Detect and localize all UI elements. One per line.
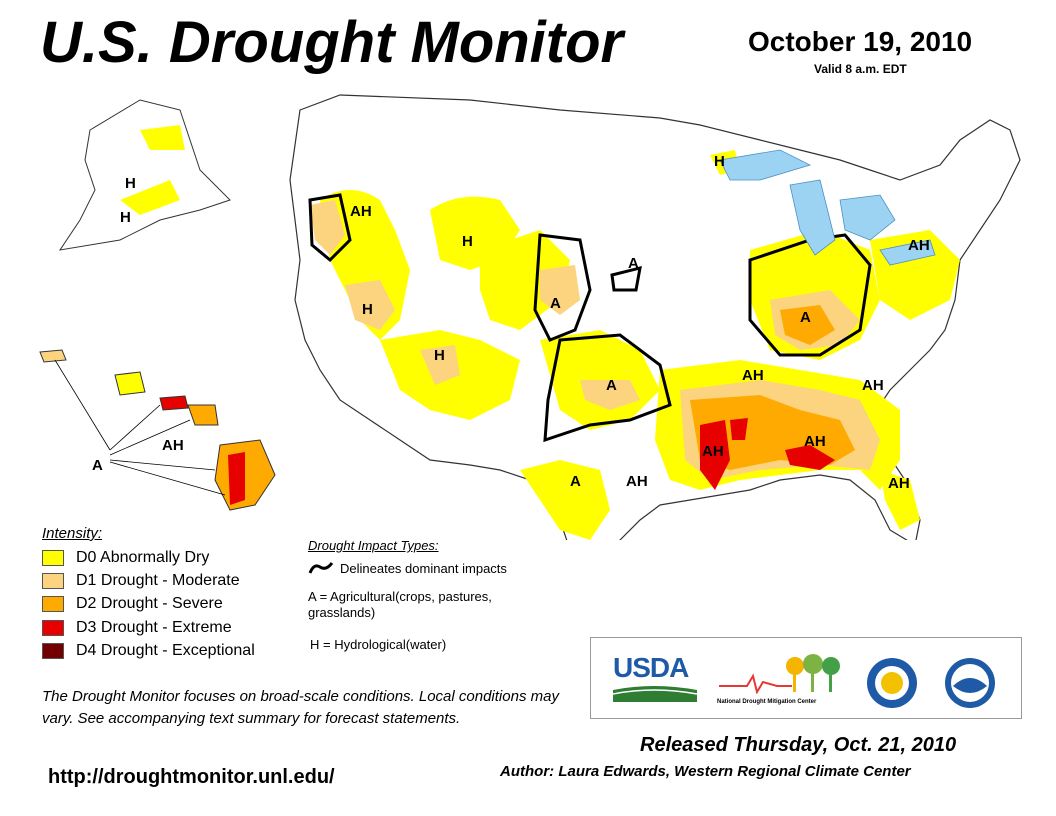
impact-label: A bbox=[570, 473, 581, 490]
impact-label: A bbox=[628, 255, 639, 272]
impact-label: A bbox=[92, 457, 103, 474]
impact-label: AH bbox=[804, 433, 826, 450]
impact-label: H bbox=[125, 175, 136, 192]
ndmc-logo: National Drought Mitigation Center bbox=[717, 648, 852, 705]
impact-agricultural: A = Agricultural(crops, pastures, grassl… bbox=[308, 589, 492, 620]
partner-logos: USDA National Drought Mitigation Center bbox=[590, 637, 1022, 719]
ndmc-trees-icon bbox=[719, 654, 840, 695]
legend-item-d0: D0 Abnormally Dry bbox=[42, 548, 209, 568]
d1-swatch bbox=[42, 573, 64, 589]
impact-label: H bbox=[434, 347, 445, 364]
legend-item-d3: D3 Drought - Extreme bbox=[42, 618, 232, 638]
impact-label: AH bbox=[742, 367, 764, 384]
usda-logo-text: USDA bbox=[613, 652, 689, 683]
alaska-d0 bbox=[140, 125, 185, 150]
hawaii-islands bbox=[39, 349, 276, 511]
legend-item-d4: D4 Drought - Exceptional bbox=[42, 641, 255, 661]
d3-swatch bbox=[42, 620, 64, 636]
impact-label: AH bbox=[862, 377, 884, 394]
ndmc-logo-text: National Drought Mitigation Center bbox=[717, 699, 817, 705]
valid-time: Valid 8 a.m. EDT bbox=[814, 62, 907, 76]
d0-swatch bbox=[42, 550, 64, 566]
impact-types-title: Drought Impact Types: bbox=[308, 538, 439, 553]
disclaimer-note: The Drought Monitor focuses on broad-sca… bbox=[42, 688, 559, 727]
impact-label: H bbox=[462, 233, 473, 250]
d2-swatch bbox=[42, 596, 64, 612]
impact-label: H bbox=[714, 153, 725, 170]
legend-item-d1: D1 Drought - Moderate bbox=[42, 571, 240, 591]
usda-fields-icon bbox=[612, 686, 698, 702]
impact-label: A bbox=[550, 295, 561, 312]
legend-label: D4 Drought - Exceptional bbox=[76, 642, 255, 659]
d3-areas bbox=[700, 418, 835, 490]
author: Author: Laura Edwards, Western Regional … bbox=[500, 763, 911, 780]
legend-item-d2: D2 Drought - Severe bbox=[42, 594, 223, 614]
impact-hydrological: H = Hydrological(water) bbox=[310, 637, 447, 652]
commerce-seal-icon bbox=[867, 658, 917, 708]
impact-delineates: Delineates dominant impacts bbox=[340, 561, 507, 576]
great-lakes bbox=[719, 149, 936, 266]
impact-label: AH bbox=[162, 437, 184, 454]
legend-title: Intensity: bbox=[42, 525, 103, 542]
website-url[interactable]: http://droughtmonitor.unl.edu/ bbox=[48, 766, 335, 788]
usda-logo: USDA bbox=[612, 652, 698, 707]
alaska-outline bbox=[58, 99, 231, 251]
impact-label: AH bbox=[888, 475, 910, 492]
impact-label: AH bbox=[626, 473, 648, 490]
legend-label: D2 Drought - Severe bbox=[76, 595, 223, 612]
impact-labels: H H AH H H A A H A H A AH AH A AH AH AH … bbox=[92, 153, 930, 492]
delineation-line-icon bbox=[308, 562, 334, 574]
alaska-d0-south bbox=[120, 180, 180, 215]
map-date: October 19, 2010 bbox=[748, 26, 973, 57]
legend-label: D3 Drought - Extreme bbox=[76, 619, 232, 636]
impact-outlines bbox=[308, 193, 872, 443]
impact-label: AH bbox=[350, 203, 372, 220]
impact-label: A bbox=[800, 309, 811, 326]
release-date: Released Thursday, Oct. 21, 2010 bbox=[640, 734, 957, 756]
impact-label: H bbox=[362, 301, 373, 318]
legend-label: D0 Abnormally Dry bbox=[76, 549, 210, 566]
impact-label: AH bbox=[702, 443, 724, 460]
d4-swatch bbox=[42, 643, 64, 659]
impact-label: A bbox=[606, 377, 617, 394]
map-title: U.S. Drought Monitor bbox=[40, 10, 624, 75]
impact-label: AH bbox=[908, 237, 930, 254]
drought-map: H H AH H H A A H A H A AH AH A AH AH AH … bbox=[39, 94, 1021, 540]
impact-label: H bbox=[120, 209, 131, 226]
legend-label: D1 Drought - Moderate bbox=[76, 572, 240, 589]
noaa-logo-icon bbox=[945, 658, 995, 708]
